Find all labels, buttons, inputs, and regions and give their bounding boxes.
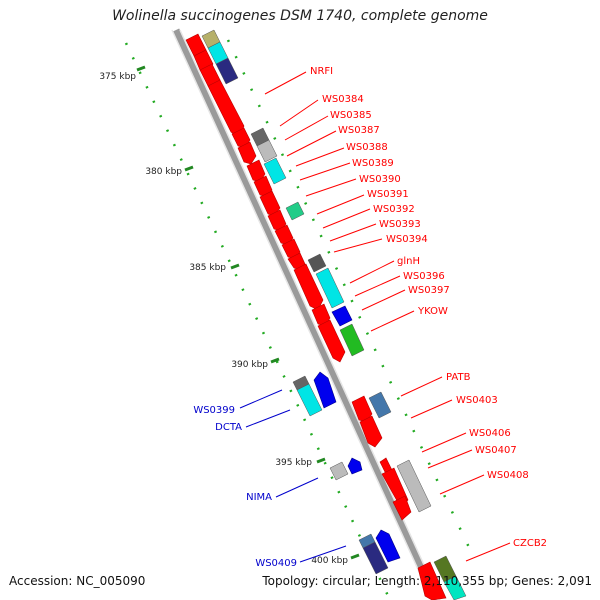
ruler-label-375: 375 kbp <box>99 72 136 82</box>
gene-label-ws0391: WS0391 <box>367 189 409 200</box>
gene-label-ws0408: WS0408 <box>487 470 529 481</box>
gene-label-ws0390: WS0390 <box>359 174 401 185</box>
feature-box <box>215 57 239 85</box>
gene-label-ws0393: WS0393 <box>379 219 421 230</box>
gene-arrow <box>392 495 412 521</box>
gene-label-ws0389: WS0389 <box>352 158 394 169</box>
feature-box <box>368 391 392 419</box>
ruler-labels: 375 kbp 380 kbp 385 kbp 390 kbp 395 kbp … <box>99 72 348 566</box>
accession-text: Accession: NC_005090 <box>9 574 146 588</box>
feature-box <box>396 459 432 513</box>
forward-genes <box>185 33 447 600</box>
genome-summary-text: Topology: circular; Length: 2,110,355 bp… <box>262 574 592 588</box>
gene-label-ykow: YKOW <box>417 306 448 317</box>
feature-box <box>339 323 365 357</box>
gene-arrow <box>293 263 324 311</box>
gene-arrow <box>359 415 383 448</box>
feature-box <box>296 383 323 417</box>
gene-label-patb: PATB <box>446 372 471 383</box>
ruler-major-ticks <box>136 65 360 560</box>
gene-arrow <box>317 319 346 363</box>
misc-features <box>201 29 467 600</box>
reverse-leaders <box>239 389 347 563</box>
ruler-label-385: 385 kbp <box>189 263 226 273</box>
gene-label-ws0384: WS0384 <box>322 94 364 105</box>
gene-arrow <box>417 561 447 600</box>
gene-label-ws0403: WS0403 <box>456 395 498 406</box>
gene-arrow <box>313 371 337 409</box>
gene-label-ws0407: WS0407 <box>475 445 517 456</box>
gene-label-glnh: glnH <box>397 256 420 267</box>
forward-gene-labels: NRFI WS0384 WS0385 WS0387 WS0388 WS0389 … <box>310 66 547 549</box>
gene-label-ws0394: WS0394 <box>386 234 428 245</box>
ruler-label-390: 390 kbp <box>231 360 268 370</box>
reverse-genes <box>313 305 401 563</box>
feature-box <box>329 461 349 481</box>
outer-ruler <box>124 42 392 600</box>
feature-box <box>263 157 287 185</box>
ruler-label-395: 395 kbp <box>275 458 312 468</box>
feature-box <box>285 201 305 221</box>
feature-box <box>443 575 467 600</box>
gene-arrow <box>375 529 401 563</box>
gene-label-ws0406: WS0406 <box>469 428 511 439</box>
gene-label-czcb2: CZCB2 <box>513 538 547 549</box>
gene-label-dcta: DCTA <box>215 422 242 433</box>
feature-box <box>307 253 327 273</box>
gene-label-ws0392: WS0392 <box>373 204 415 215</box>
gene-arrow <box>237 141 257 165</box>
ruler-label-380: 380 kbp <box>145 167 182 177</box>
gene-label-ws0388: WS0388 <box>346 142 388 153</box>
gene-label-ws0387: WS0387 <box>338 125 380 136</box>
map-title: Wolinella succinogenes DSM 1740, complet… <box>112 8 488 24</box>
gene-label-ws0399: WS0399 <box>193 405 235 416</box>
feature-box <box>315 267 345 309</box>
gene-label-ws0409: WS0409 <box>255 558 297 569</box>
gene-label-ws0385: WS0385 <box>330 110 372 121</box>
gene-label-nima: NIMA <box>246 492 272 503</box>
gene-arrow <box>331 305 353 327</box>
reverse-gene-labels: WS0399 DCTA NIMA WS0409 <box>193 405 297 569</box>
gene-arrow <box>347 457 363 475</box>
gene-label-ws0397: WS0397 <box>408 285 450 296</box>
gene-label-nrfi: NRFI <box>310 66 333 77</box>
feature-box <box>362 541 389 575</box>
gene-label-ws0396: WS0396 <box>403 271 445 282</box>
forward-leaders <box>264 71 511 562</box>
feature-box <box>256 139 278 163</box>
ruler-label-400: 400 kbp <box>311 556 348 566</box>
